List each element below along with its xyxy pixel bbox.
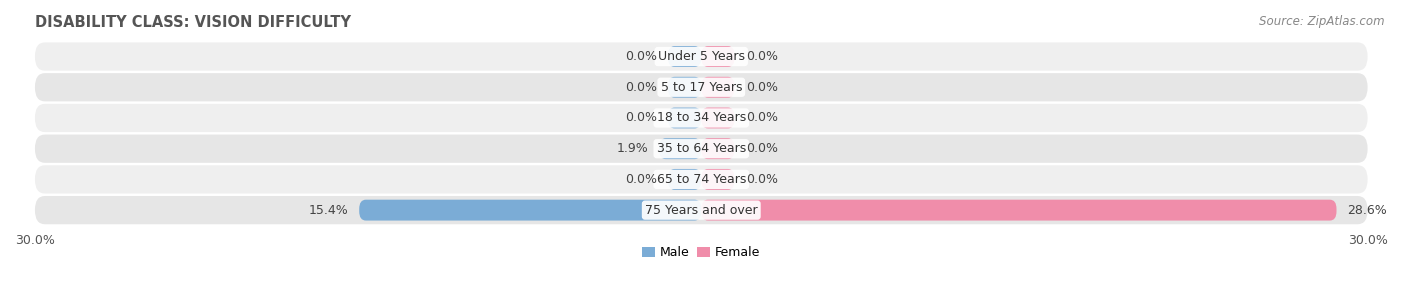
Text: 5 to 17 Years: 5 to 17 Years xyxy=(661,81,742,94)
FancyBboxPatch shape xyxy=(702,200,1337,221)
FancyBboxPatch shape xyxy=(35,73,1368,102)
Text: 0.0%: 0.0% xyxy=(624,50,657,63)
Text: 1.9%: 1.9% xyxy=(616,142,648,155)
Text: 0.0%: 0.0% xyxy=(624,173,657,186)
Text: Source: ZipAtlas.com: Source: ZipAtlas.com xyxy=(1260,15,1385,28)
Text: 75 Years and over: 75 Years and over xyxy=(645,204,758,217)
FancyBboxPatch shape xyxy=(668,46,702,67)
FancyBboxPatch shape xyxy=(659,138,702,159)
FancyBboxPatch shape xyxy=(35,165,1368,194)
Text: 65 to 74 Years: 65 to 74 Years xyxy=(657,173,747,186)
Text: 0.0%: 0.0% xyxy=(745,142,778,155)
Text: 0.0%: 0.0% xyxy=(624,112,657,124)
FancyBboxPatch shape xyxy=(702,46,734,67)
FancyBboxPatch shape xyxy=(35,135,1368,163)
Text: 0.0%: 0.0% xyxy=(745,81,778,94)
Text: 15.4%: 15.4% xyxy=(308,204,349,217)
Text: 28.6%: 28.6% xyxy=(1347,204,1388,217)
Text: 0.0%: 0.0% xyxy=(745,173,778,186)
FancyBboxPatch shape xyxy=(359,200,702,221)
FancyBboxPatch shape xyxy=(35,104,1368,132)
Text: 35 to 64 Years: 35 to 64 Years xyxy=(657,142,747,155)
Legend: Male, Female: Male, Female xyxy=(637,241,765,264)
FancyBboxPatch shape xyxy=(702,77,734,98)
FancyBboxPatch shape xyxy=(668,108,702,128)
Text: Under 5 Years: Under 5 Years xyxy=(658,50,745,63)
FancyBboxPatch shape xyxy=(668,77,702,98)
Text: 0.0%: 0.0% xyxy=(745,112,778,124)
FancyBboxPatch shape xyxy=(702,108,734,128)
FancyBboxPatch shape xyxy=(35,196,1368,224)
Text: 0.0%: 0.0% xyxy=(745,50,778,63)
FancyBboxPatch shape xyxy=(35,43,1368,71)
FancyBboxPatch shape xyxy=(702,169,734,190)
Text: 0.0%: 0.0% xyxy=(624,81,657,94)
FancyBboxPatch shape xyxy=(668,169,702,190)
Text: 18 to 34 Years: 18 to 34 Years xyxy=(657,112,747,124)
FancyBboxPatch shape xyxy=(702,138,734,159)
Text: DISABILITY CLASS: VISION DIFFICULTY: DISABILITY CLASS: VISION DIFFICULTY xyxy=(35,15,352,30)
